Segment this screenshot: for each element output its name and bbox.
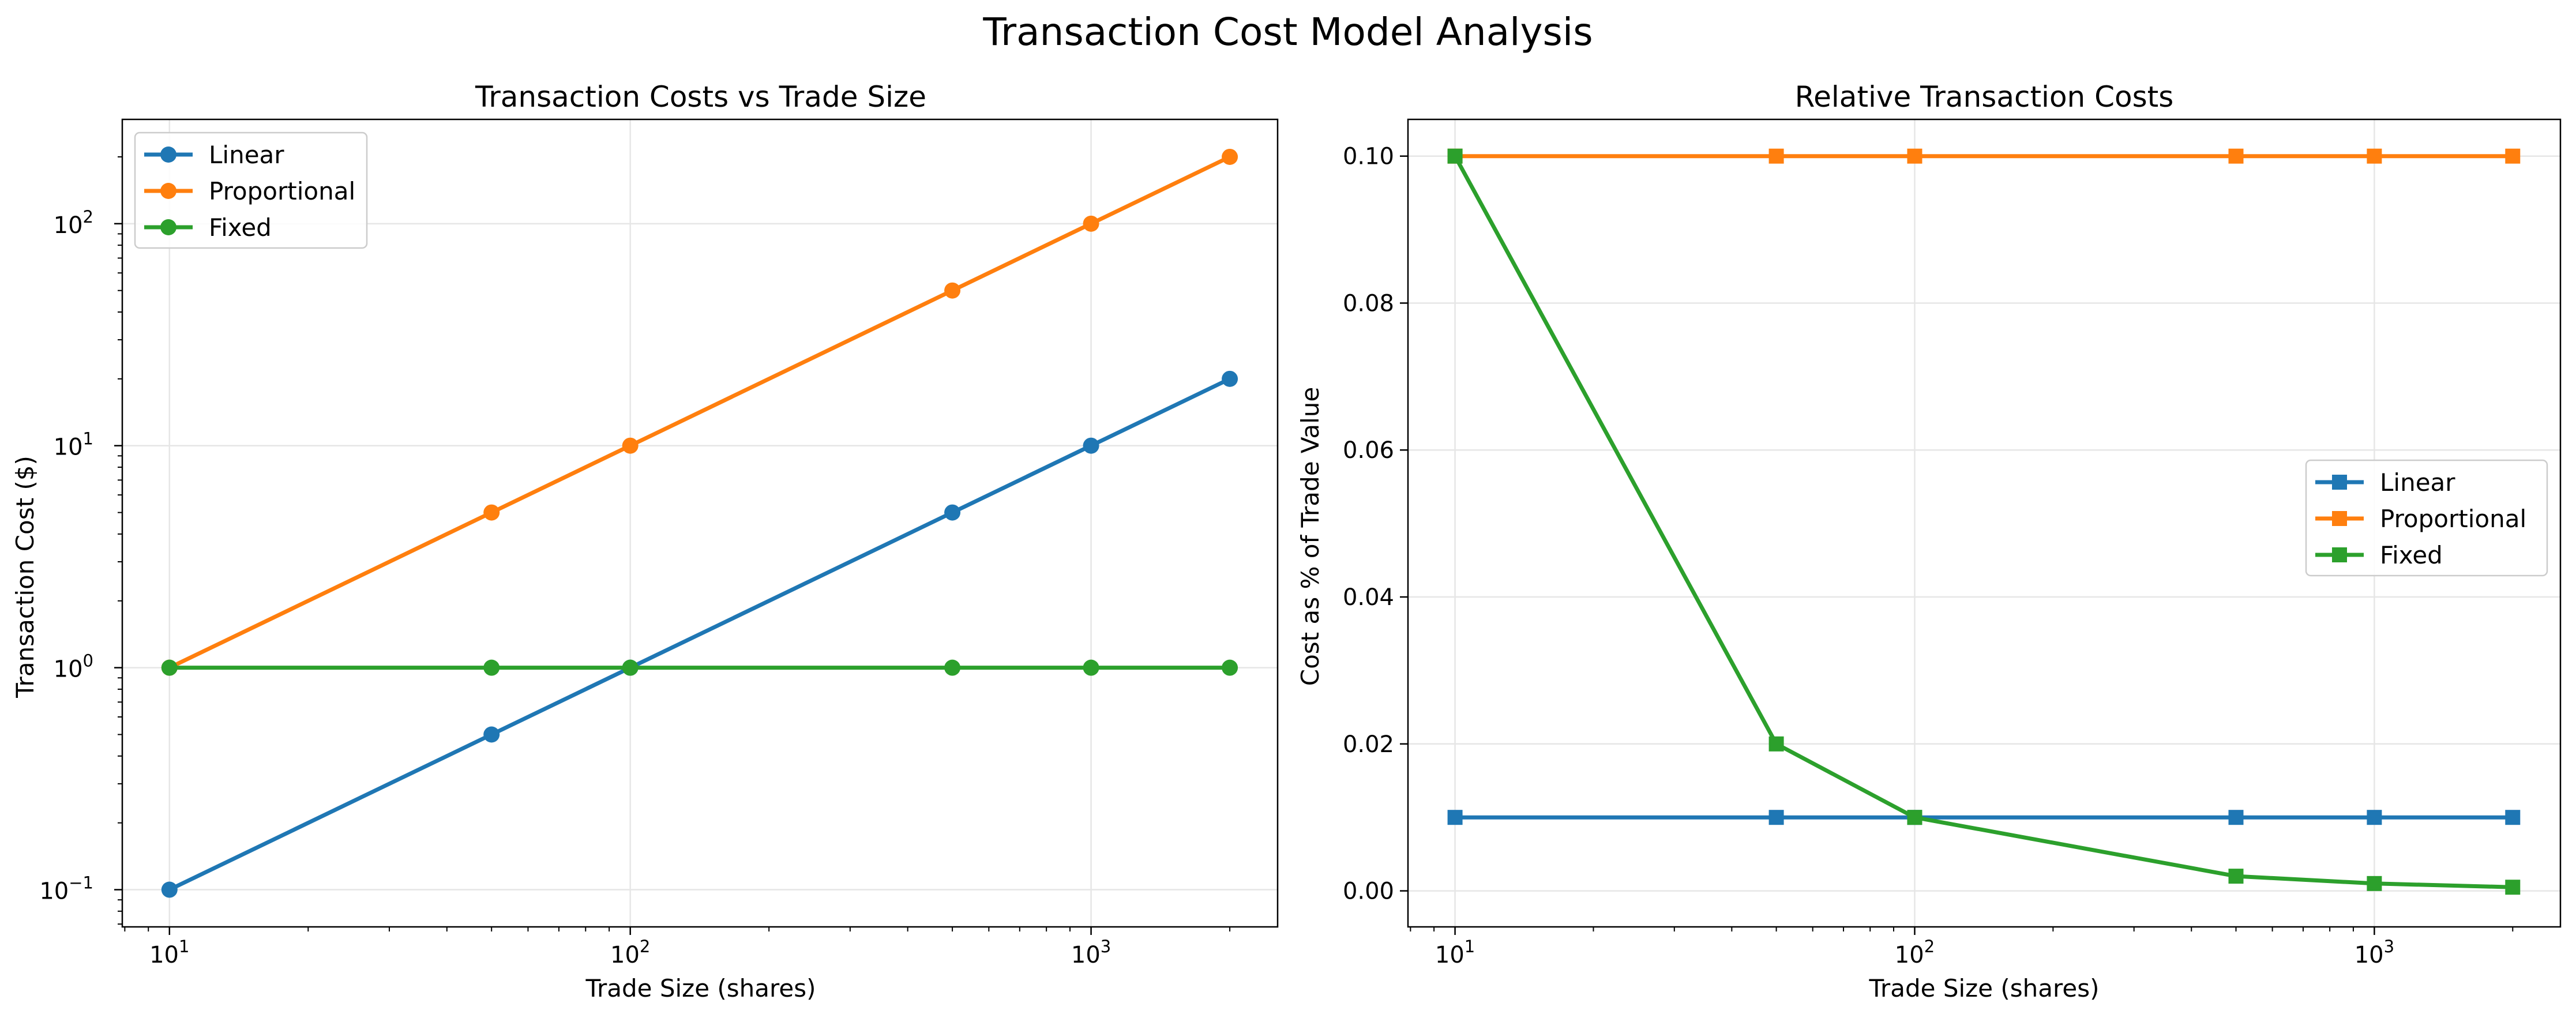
data-point <box>944 659 961 676</box>
data-point <box>1447 148 1463 164</box>
data-point <box>483 659 500 676</box>
data-point <box>2505 880 2521 895</box>
y-tick-label: 0.02 <box>1343 731 1394 758</box>
panel-title: Relative Transaction Costs <box>1795 80 2174 114</box>
legend-marker <box>2332 511 2347 526</box>
data-point <box>1768 810 1784 825</box>
legend-label: Fixed <box>2380 541 2443 569</box>
data-point <box>161 881 178 898</box>
data-point <box>944 504 961 521</box>
figure-title: Transaction Cost Model Analysis <box>982 10 1593 54</box>
x-axis-label: Trade Size (shares) <box>585 974 816 1002</box>
legend-marker <box>160 219 177 235</box>
data-point <box>1083 659 1099 676</box>
data-point <box>2228 810 2244 825</box>
data-point <box>2505 810 2521 825</box>
data-point <box>1768 736 1784 752</box>
data-point <box>1083 215 1099 232</box>
legend-marker <box>2332 547 2347 562</box>
panel-title: Transaction Costs vs Trade Size <box>475 80 926 114</box>
y-axis-label: Cost as % of Trade Value <box>1296 387 1324 686</box>
y-tick-label: 102 <box>54 207 93 239</box>
y-tick-label: 100 <box>54 651 93 683</box>
x-axis-label: Trade Size (shares) <box>1869 974 2100 1002</box>
data-point <box>2228 148 2244 164</box>
data-point <box>1083 437 1099 454</box>
data-point <box>1907 148 1922 164</box>
x-tick-label: 103 <box>2355 937 2394 968</box>
panel-relative-costs: Relative Transaction Costs Trade Size (s… <box>1296 80 2562 1002</box>
x-tick-label: 102 <box>1895 937 1935 968</box>
legend-marker <box>160 146 177 163</box>
legend-label: Linear <box>2380 468 2455 497</box>
data-point <box>1222 148 1238 165</box>
data-point <box>622 437 639 454</box>
legend-box <box>134 132 368 249</box>
y-axis-label: Transaction Cost ($) <box>11 456 39 698</box>
axes-frame <box>121 118 1279 928</box>
y-tick-label: 0.04 <box>1343 584 1394 611</box>
data-point <box>2367 148 2382 164</box>
data-point <box>2367 876 2382 891</box>
y-tick-label: 0.06 <box>1343 437 1394 464</box>
data-point <box>2228 869 2244 884</box>
data-point <box>622 659 639 676</box>
series-line-proportional <box>168 155 1231 670</box>
y-tick-label: 0.10 <box>1343 144 1394 170</box>
legend-label: Fixed <box>209 213 272 242</box>
legend-marker <box>160 183 177 199</box>
data-point <box>1768 148 1784 164</box>
panel-transaction-costs: Transaction Costs vs Trade Size Trade Si… <box>11 80 1279 1002</box>
data-point <box>1447 810 1463 825</box>
legend-box <box>2305 459 2548 577</box>
y-tick-label: 10−1 <box>39 873 93 905</box>
legend-label: Proportional <box>2380 505 2526 533</box>
x-tick-label: 103 <box>1071 937 1111 968</box>
data-point <box>1222 659 1238 676</box>
legend-label: Linear <box>209 141 284 169</box>
x-tick-label: 101 <box>149 937 189 968</box>
data-point <box>2505 148 2521 164</box>
data-point <box>2367 810 2382 825</box>
x-tick-label: 101 <box>1435 937 1475 968</box>
data-point <box>944 282 961 299</box>
data-point <box>161 659 178 676</box>
data-point <box>483 504 500 521</box>
y-tick-label: 0.00 <box>1343 878 1394 905</box>
y-tick-label: 0.08 <box>1343 290 1394 317</box>
axes-frame <box>1407 118 2562 928</box>
data-point <box>1222 370 1238 387</box>
x-tick-label: 102 <box>610 937 650 968</box>
legend-label: Proportional <box>209 177 355 205</box>
series-line-fixed <box>1453 155 2513 889</box>
series-line-linear <box>168 377 1231 892</box>
data-point <box>483 726 500 743</box>
y-tick-label: 101 <box>54 429 93 461</box>
data-point <box>1907 810 1922 825</box>
legend-marker <box>2332 475 2347 490</box>
